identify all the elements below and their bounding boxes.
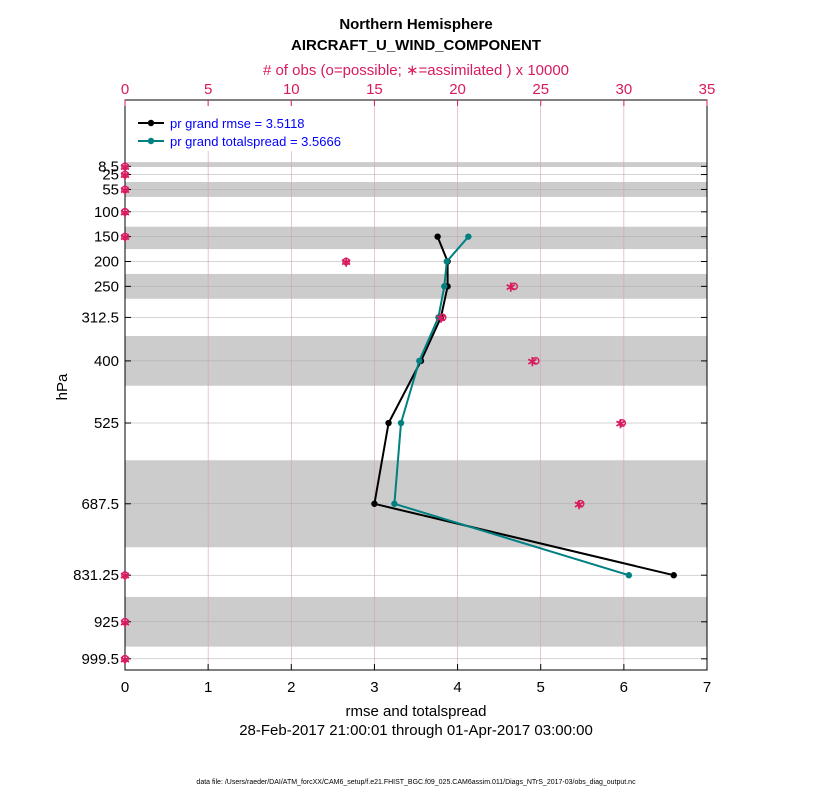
y-tick-label-2: 55: [102, 181, 119, 198]
series-line-0: [373, 236, 674, 577]
y-tick-label-7: 312.5: [81, 309, 119, 326]
y-tick-label-5: 200: [94, 254, 119, 271]
obs-assimilated-11: ∗: [119, 567, 131, 583]
y-tick-label-11: 831.25: [73, 567, 119, 584]
y-tick-label-12: 925: [94, 614, 119, 631]
legend-rmse-label: pr grand rmse = 3.5118: [170, 116, 305, 131]
legend: pr grand rmse = 3.5118 pr grand totalspr…: [130, 106, 370, 151]
series-0-point-7: [670, 572, 677, 579]
y-tick-label-3: 100: [94, 204, 119, 221]
obs-possible-12: [121, 617, 129, 626]
bottom-axis: 0 1 2 3 4 5 6 7: [121, 664, 711, 696]
obs-assimilated-4: ∗: [119, 229, 131, 245]
shaded-bands: [125, 162, 707, 647]
obs-possible-7: [438, 313, 447, 322]
obs-assimilated-0: ∗: [119, 158, 131, 174]
obs-possible-3: [121, 207, 129, 216]
y-axis-label: hPa: [54, 373, 71, 400]
obs-assimilated-13: ∗: [119, 651, 131, 667]
legend-spread-marker: [147, 137, 155, 145]
obs-possible-5: [342, 257, 351, 266]
series-1-point-7: [625, 572, 633, 579]
obs-possible-0: [121, 162, 129, 171]
top-tick-label-4: 20: [449, 81, 466, 98]
footer-data-file: data file: /Users/raeder/DAI/ATM_forcXX/…: [196, 779, 636, 786]
x-axis-label: rmse and totalspread: [346, 703, 487, 720]
x-tick-label-2: 2: [287, 679, 295, 696]
series-1-point-6: [391, 500, 398, 507]
chart-title: Northern Hemisphere: [339, 16, 492, 33]
obs-possible-2: [121, 185, 129, 194]
y-tick-label-0: 8.5: [98, 158, 119, 175]
x-tick-label-6: 6: [620, 679, 628, 696]
obs-possible-9: [618, 419, 627, 427]
series-0-point-0: [434, 233, 441, 240]
top-tick-label-7: 35: [699, 81, 716, 98]
top-axis-label: # of obs (o=possible; ∗=assimilated ) x …: [263, 62, 569, 79]
legend-spread-label: pr grand totalspread = 3.5666: [170, 134, 341, 149]
series-1-point-5: [397, 419, 405, 427]
series-0-point-5: [385, 419, 392, 427]
y-tick-label-6: 250: [94, 278, 119, 295]
plot-frame: [124, 99, 708, 671]
series-lines: [371, 233, 677, 579]
obs-assimilated-1: ∗: [119, 167, 131, 183]
series-1-point-0: [465, 233, 472, 240]
y-tick-label-9: 525: [94, 415, 119, 432]
x-tick-label-7: 7: [703, 679, 711, 696]
obs-assimilated-10: ∗: [573, 496, 585, 512]
obs-assimilated-6: ∗: [505, 278, 517, 294]
series-1-point-1: [443, 258, 450, 265]
obs-assimilated-7: ∗: [435, 309, 447, 325]
obs-assimilated-2: ∗: [119, 181, 131, 197]
top-tick-label-2: 10: [283, 81, 300, 98]
obs-count-markers: ∗∗∗∗∗∗∗∗∗∗∗∗∗∗: [119, 158, 626, 666]
series-0-point-6: [371, 500, 378, 507]
legend-box: [130, 106, 370, 151]
x-tick-label-0: 0: [121, 679, 129, 696]
obs-possible-10: [576, 499, 585, 508]
y-tick-label-13: 999.5: [81, 651, 119, 668]
y-tick-label-4: 150: [94, 229, 119, 246]
legend-rmse-marker: [147, 119, 155, 127]
series-line-1: [393, 236, 630, 577]
x-tick-label-4: 4: [453, 679, 461, 696]
obs-assimilated-8: ∗: [527, 353, 539, 369]
top-tick-label-6: 30: [616, 81, 633, 98]
chart-subtitle: AIRCRAFT_U_WIND_COMPONENT: [291, 37, 541, 54]
obs-possible-13: [121, 654, 129, 663]
obs-possible-11: [121, 571, 129, 580]
x-tick-label-3: 3: [370, 679, 378, 696]
y-tick-label-8: 400: [94, 353, 119, 370]
x-tick-label-1: 1: [204, 679, 212, 696]
top-tick-label-3: 15: [366, 81, 383, 98]
obs-possible-6: [510, 282, 519, 291]
y-tick-label-10: 687.5: [81, 496, 119, 513]
top-tick-label-0: 0: [121, 81, 129, 98]
series-1-point-4: [416, 357, 423, 365]
top-axis: 0 5 10 15 20 25 30 35: [121, 81, 716, 106]
date-range: 28-Feb-2017 21:00:01 through 01-Apr-2017…: [239, 722, 593, 739]
y-tick-label-1: 25: [102, 167, 119, 184]
top-tick-label-5: 25: [532, 81, 549, 98]
shaded-band-2: [125, 226, 707, 250]
series-1-point-2: [441, 283, 448, 290]
obs-assimilated-5: ∗: [340, 254, 352, 270]
obs-possible-4: [121, 232, 129, 241]
shaded-band-0: [125, 162, 707, 167]
obs-assimilated-12: ∗: [119, 614, 131, 630]
obs-possible-8: [531, 356, 540, 365]
x-tick-label-5: 5: [537, 679, 545, 696]
obs-assimilated-9: ∗: [615, 415, 627, 431]
obs-assimilated-3: ∗: [119, 204, 131, 220]
obs-possible-1: [121, 170, 129, 179]
top-tick-label-1: 5: [204, 81, 212, 98]
